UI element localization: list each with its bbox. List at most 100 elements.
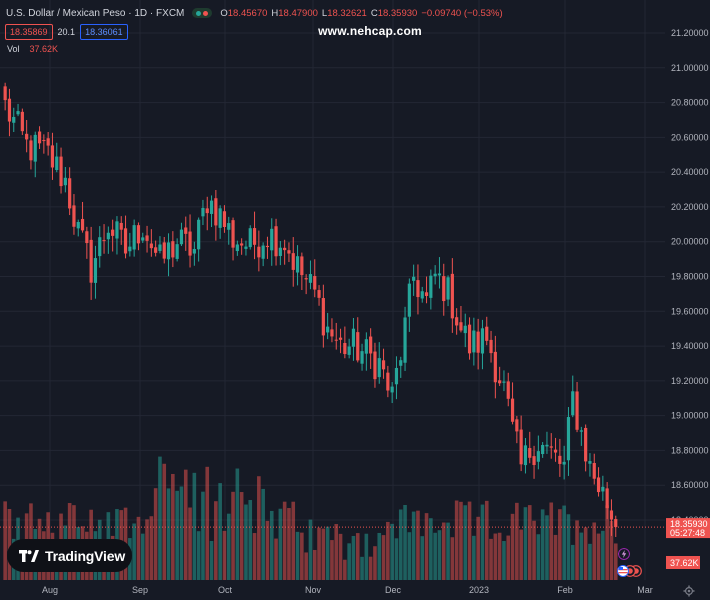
candle-body	[179, 229, 184, 245]
candle-body	[579, 430, 583, 432]
change-value: −0.09740 (−0.53%)	[421, 7, 503, 19]
candle-body	[72, 205, 76, 227]
volume-bar	[450, 537, 455, 580]
volume-bar	[343, 559, 347, 580]
candle-body	[201, 207, 205, 217]
volume-bar	[433, 532, 437, 580]
candle-body	[601, 486, 605, 492]
y-tick-label: 20.20000	[671, 202, 709, 212]
volume-bar	[196, 531, 201, 580]
event-flags[interactable]	[616, 565, 644, 577]
candle-body	[416, 280, 420, 298]
volume-bar	[472, 535, 476, 580]
candle-body	[55, 156, 59, 171]
sell-button[interactable]: 18.35869	[5, 24, 53, 40]
candle-body	[50, 145, 55, 168]
candle-body	[364, 339, 368, 354]
volume-bar	[325, 526, 330, 580]
volume-bar	[489, 538, 493, 580]
volume-bar	[403, 504, 407, 580]
volume-bar	[269, 510, 274, 580]
flash-icon[interactable]	[618, 548, 630, 560]
candle-body	[235, 244, 239, 252]
candle-body	[188, 231, 192, 256]
y-tick-label: 19.00000	[671, 411, 709, 421]
volume-bar	[579, 532, 584, 580]
candle-body	[502, 381, 506, 383]
candle-body	[596, 477, 601, 493]
volume-bar	[527, 505, 532, 580]
candle-body	[37, 131, 42, 144]
volume-bar	[484, 500, 489, 580]
candle-body	[480, 328, 485, 354]
y-tick-label: 21.00000	[671, 63, 709, 73]
candle-body	[407, 283, 411, 317]
volume-bar	[476, 516, 480, 580]
tradingview-logo[interactable]: TradingView	[7, 539, 132, 572]
y-tick-label: 21.20000	[671, 28, 709, 38]
volume-bar	[300, 532, 304, 580]
candle-body	[424, 292, 429, 296]
y-tick-label: 20.00000	[671, 237, 709, 247]
volume-bar	[287, 508, 291, 580]
volume-bar	[153, 488, 158, 580]
volume-bar	[235, 468, 240, 580]
volume-bar	[226, 513, 231, 580]
symbol-title[interactable]: U.S. Dollar / Mexican Peso · 1D · FXCM	[6, 7, 185, 19]
volume-bar	[261, 488, 265, 580]
countdown-value: 05:27:48	[670, 528, 705, 538]
candle-body	[33, 134, 37, 162]
volume-bar	[222, 530, 227, 580]
candle-body	[149, 243, 153, 249]
candle-body	[20, 111, 24, 132]
candle-body	[171, 241, 175, 258]
volume-bar	[493, 533, 498, 580]
x-tick-label: Feb	[557, 585, 573, 595]
candle-body	[214, 198, 218, 226]
settings-icon[interactable]	[683, 585, 695, 597]
candle-body	[399, 360, 403, 366]
candle-body	[29, 140, 33, 161]
candle-body	[369, 336, 373, 354]
volume-legend: Vol 37.62K	[7, 44, 58, 54]
candle-body	[85, 231, 89, 244]
candle-body	[68, 178, 72, 209]
volume-bar	[158, 456, 162, 580]
volume-bar	[532, 520, 536, 580]
volume-bar	[282, 501, 287, 580]
candle-body	[278, 247, 282, 256]
candle-body	[472, 330, 476, 353]
volume-bar	[566, 514, 571, 580]
candle-body	[403, 317, 407, 363]
volume-bar	[545, 515, 549, 580]
volume-bar	[244, 504, 248, 580]
candle-body	[510, 398, 515, 422]
candle-body	[321, 298, 325, 336]
volume-bar	[321, 528, 326, 580]
candle-body	[244, 246, 248, 249]
candle-body	[373, 351, 377, 380]
candle-body	[295, 256, 300, 273]
volume-bar	[257, 476, 261, 580]
volume-bar	[480, 504, 485, 580]
volume-bar	[308, 519, 313, 580]
volume-bar	[601, 530, 605, 580]
volume-bar	[175, 490, 179, 580]
volume-bar	[360, 556, 364, 580]
candle-body	[197, 219, 201, 250]
y-tick-label: 20.40000	[671, 167, 709, 177]
candle-body	[274, 226, 278, 257]
volume-bar	[394, 538, 399, 580]
volume-bar	[188, 507, 192, 580]
volume-bar	[317, 527, 321, 580]
volume-bar	[295, 531, 300, 580]
candle-body	[192, 249, 196, 254]
volume-bar	[549, 502, 554, 580]
candle-body	[541, 444, 545, 455]
buy-button[interactable]: 18.36061	[80, 24, 128, 40]
volume-bar	[411, 511, 416, 580]
candle-body	[89, 239, 93, 283]
volume-bar	[502, 541, 506, 580]
volume-bar	[231, 491, 235, 580]
